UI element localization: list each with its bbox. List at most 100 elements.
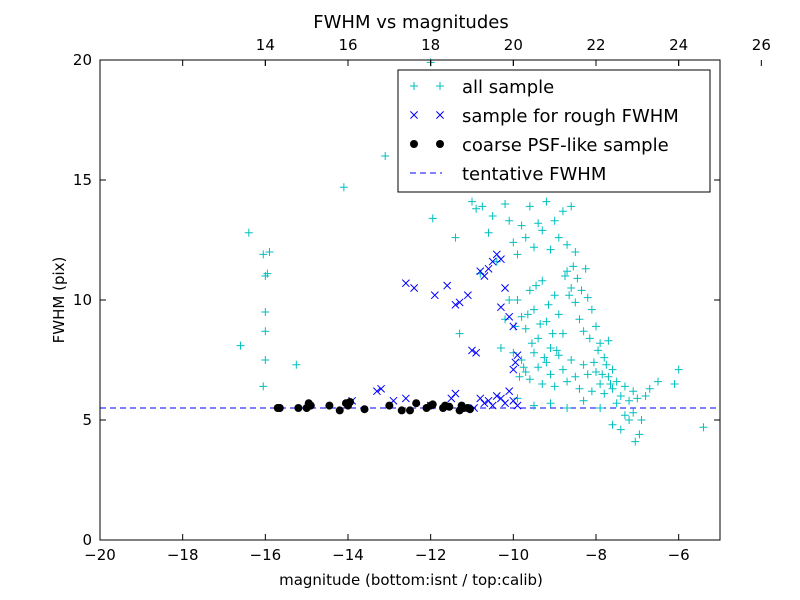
legend-marker-dot — [410, 140, 418, 148]
data-point-dot — [385, 401, 394, 410]
data-point-plus — [261, 327, 270, 336]
data-point-x — [377, 384, 386, 393]
data-point-plus — [579, 396, 588, 405]
data-point-x — [443, 281, 452, 290]
data-point-plus — [583, 293, 592, 302]
data-point-plus — [625, 416, 634, 424]
data-point-plus — [608, 420, 617, 429]
data-point-x — [468, 346, 476, 355]
data-point-plus — [261, 308, 270, 316]
data-point-plus — [592, 368, 600, 376]
chart-title: FWHM vs magnitudes — [313, 12, 508, 33]
data-point-plus — [550, 216, 559, 225]
data-point-plus — [455, 329, 464, 338]
data-point-x — [496, 255, 505, 264]
data-point-plus — [579, 327, 588, 336]
data-point-plus — [492, 257, 501, 266]
x-tick-label: −12 — [415, 546, 447, 564]
data-point-plus — [505, 216, 514, 225]
data-point-dot — [397, 406, 406, 415]
data-point-x — [501, 284, 510, 292]
top-x-tick-label: 26 — [752, 36, 771, 54]
legend-marker-plus — [410, 82, 418, 90]
data-point-plus — [561, 272, 569, 280]
data-point-plus — [571, 248, 580, 256]
top-x-tick-label: 16 — [338, 36, 357, 54]
data-point-plus — [292, 360, 301, 369]
data-point-plus — [670, 380, 679, 388]
legend-marker-x — [410, 111, 418, 119]
data-point-x — [501, 399, 510, 408]
x-tick-label: −20 — [84, 546, 116, 564]
data-point-dot — [306, 401, 315, 410]
x-tick-label: −18 — [167, 546, 199, 564]
data-point-plus — [602, 360, 611, 369]
data-point-plus — [641, 392, 650, 400]
data-point-plus — [600, 389, 609, 398]
data-point-plus — [488, 212, 497, 220]
data-point-plus — [532, 281, 541, 290]
x-tick-label: −10 — [498, 546, 530, 564]
legend-label-psf-like: coarse PSF-like sample — [462, 135, 669, 156]
data-point-plus — [538, 226, 547, 235]
data-point-plus — [563, 404, 572, 412]
data-point-plus — [575, 384, 584, 393]
data-point-plus — [540, 353, 549, 362]
legend-marker-dot — [436, 140, 444, 148]
data-point-plus — [478, 202, 487, 211]
data-point-x — [513, 401, 522, 410]
data-point-plus — [525, 375, 534, 384]
data-point-x — [484, 264, 493, 273]
series-1 — [348, 250, 522, 412]
y-tick-label: 0 — [82, 531, 92, 549]
data-point-x — [509, 365, 518, 374]
data-point-x — [401, 279, 410, 288]
data-point-plus — [592, 322, 600, 331]
data-point-plus — [699, 423, 708, 432]
data-point-plus — [472, 204, 481, 213]
data-point-dot — [294, 404, 303, 412]
data-point-plus — [629, 408, 638, 417]
data-point-dot — [406, 406, 414, 415]
data-point-plus — [501, 315, 510, 324]
data-point-plus — [263, 269, 272, 278]
data-point-plus — [505, 296, 514, 304]
data-point-plus — [517, 356, 526, 364]
data-point-plus — [573, 274, 582, 283]
data-point-plus — [567, 284, 576, 292]
data-point-plus — [542, 197, 551, 206]
data-point-plus — [468, 197, 476, 206]
y-axis-label: FWHM (pix) — [50, 257, 68, 344]
plot-frame — [99, 59, 721, 541]
data-point-plus — [546, 370, 555, 379]
data-point-plus — [451, 233, 460, 242]
data-point-x — [410, 284, 419, 292]
data-point-plus — [654, 377, 662, 386]
data-point-plus — [513, 394, 522, 403]
data-point-plus — [261, 356, 270, 364]
data-point-plus — [587, 305, 596, 314]
data-point-plus — [569, 262, 578, 271]
data-point-plus — [530, 348, 538, 357]
data-point-dot — [325, 401, 334, 410]
data-point-plus — [554, 351, 563, 360]
x-tick-label: −16 — [250, 546, 282, 564]
series-0 — [236, 58, 708, 446]
data-point-plus — [550, 291, 559, 300]
data-point-plus — [546, 245, 555, 254]
data-point-x — [505, 387, 514, 396]
x-tick-label: −6 — [668, 546, 690, 564]
data-point-x — [513, 351, 522, 360]
data-point-x — [511, 358, 520, 367]
data-point-plus — [612, 399, 621, 408]
data-point-plus — [620, 382, 629, 391]
data-point-plus — [542, 317, 551, 326]
data-point-plus — [428, 214, 437, 223]
legend-label-tentative-fwhm: tentative FWHM — [462, 164, 606, 185]
data-point-plus — [521, 324, 530, 333]
data-point-x — [488, 401, 497, 410]
data-point-plus — [381, 152, 390, 160]
data-point-plus — [534, 334, 543, 343]
data-point-plus — [558, 329, 567, 338]
data-point-dot — [428, 400, 437, 409]
